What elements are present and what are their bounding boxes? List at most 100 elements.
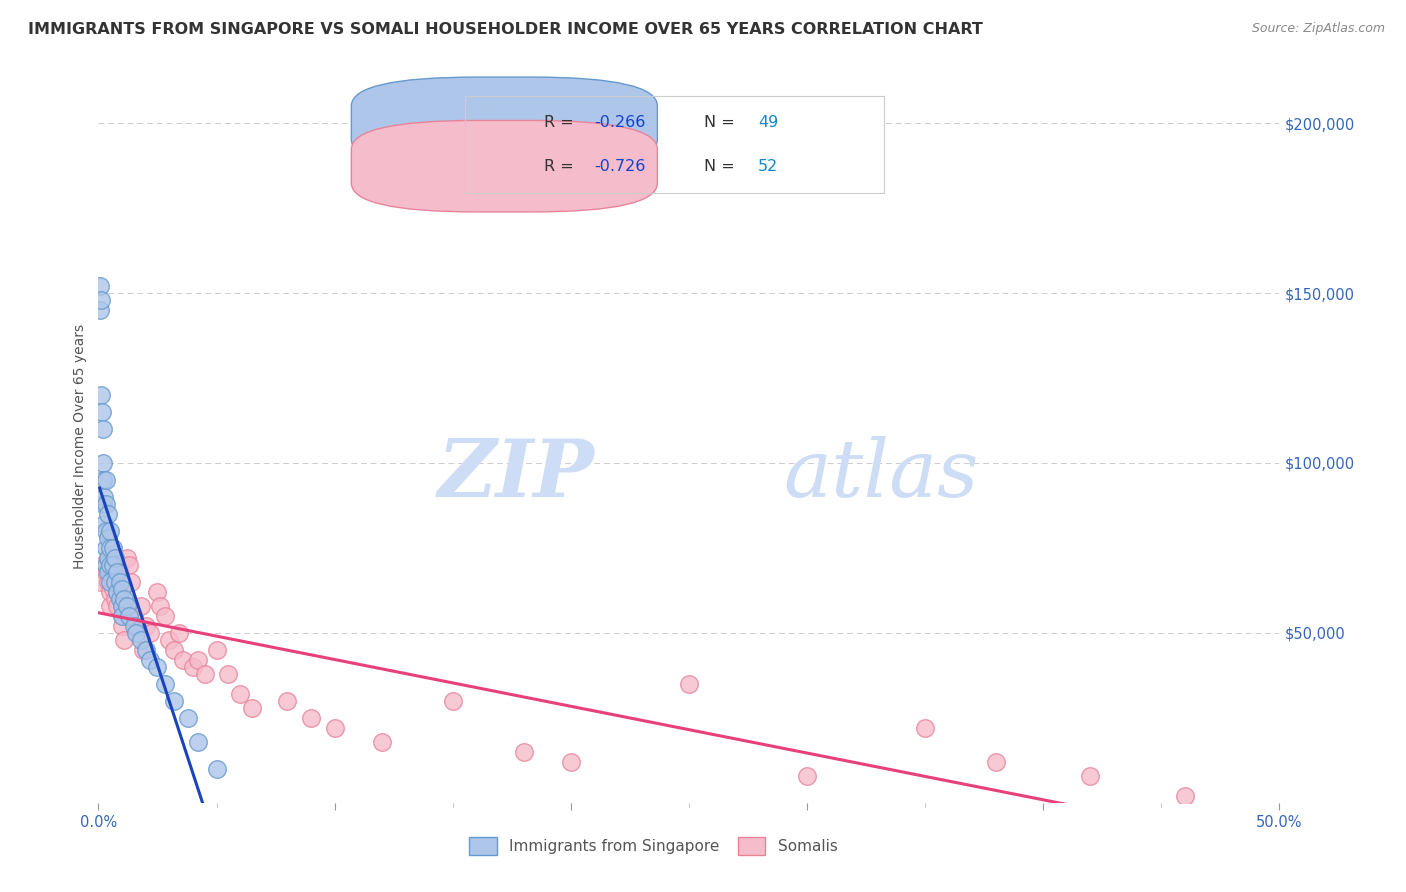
Point [89,303,111,318]
Point [1080,769,1102,783]
Point [205,762,228,776]
Point [91,405,114,419]
Point [94,541,117,555]
Point [98,558,121,572]
Point [111,608,134,623]
Point [108,574,131,589]
Point [678,677,700,691]
Point [111,608,134,623]
Point [104,574,127,589]
Text: ZIP: ZIP [437,436,595,513]
Point [91,456,114,470]
Point [146,660,169,674]
Point [118,558,141,572]
Point [97,565,120,579]
Point [914,721,936,735]
Text: atlas: atlas [783,436,979,513]
Text: Source: ZipAtlas.com: Source: ZipAtlas.com [1251,22,1385,36]
Point [796,769,818,783]
Point [139,653,162,667]
Point [115,551,138,566]
Point [101,574,124,589]
Point [97,507,120,521]
Point [98,599,121,613]
Point [108,591,131,606]
Point [153,608,176,623]
Point [97,531,120,545]
Point [105,599,128,613]
Point [98,574,121,589]
Point [240,700,263,714]
Point [121,574,143,589]
Point [163,643,186,657]
Point [129,632,152,647]
Point [111,619,134,633]
Point [146,585,169,599]
Point [105,565,128,579]
Point [984,755,1007,769]
Point [122,608,145,623]
Point [371,734,394,748]
Point [112,591,135,606]
Point [89,279,111,293]
Point [90,293,112,307]
Point [98,541,121,555]
Point [177,711,200,725]
Point [122,619,145,633]
Point [135,619,157,633]
Point [91,422,114,436]
Point [91,473,114,487]
Point [104,591,127,606]
Y-axis label: Householder Income Over 65 years: Householder Income Over 65 years [73,324,87,568]
Point [205,643,228,657]
Point [323,721,346,735]
Point [194,666,217,681]
Point [93,490,115,504]
Point [108,565,131,579]
Point [163,694,186,708]
Point [153,677,176,691]
Point [125,619,148,633]
Point [149,599,172,613]
Point [97,551,120,566]
Point [94,565,117,579]
Point [167,626,190,640]
Point [98,585,121,599]
Point [441,694,464,708]
Point [91,497,114,511]
Point [94,524,117,538]
Point [276,694,298,708]
Point [135,643,157,657]
Point [1174,789,1197,803]
Point [90,574,112,589]
Point [229,687,252,701]
Point [129,599,152,613]
Point [139,626,162,640]
Point [115,599,138,613]
Point [104,551,127,566]
Point [105,585,128,599]
Point [94,558,117,572]
Point [157,632,180,647]
Point [187,734,209,748]
Point [94,497,117,511]
Point [101,541,124,555]
Point [112,632,135,647]
Point [172,653,194,667]
Point [187,653,209,667]
Point [217,666,239,681]
Point [118,608,141,623]
Point [101,558,124,572]
Point [512,745,534,759]
Point [560,755,582,769]
Point [111,582,134,596]
Point [132,643,155,657]
Point [111,599,134,613]
Point [98,524,121,538]
Point [105,585,128,599]
Point [125,626,148,640]
Point [91,558,114,572]
Point [93,517,115,532]
Point [181,660,204,674]
Point [299,711,322,725]
